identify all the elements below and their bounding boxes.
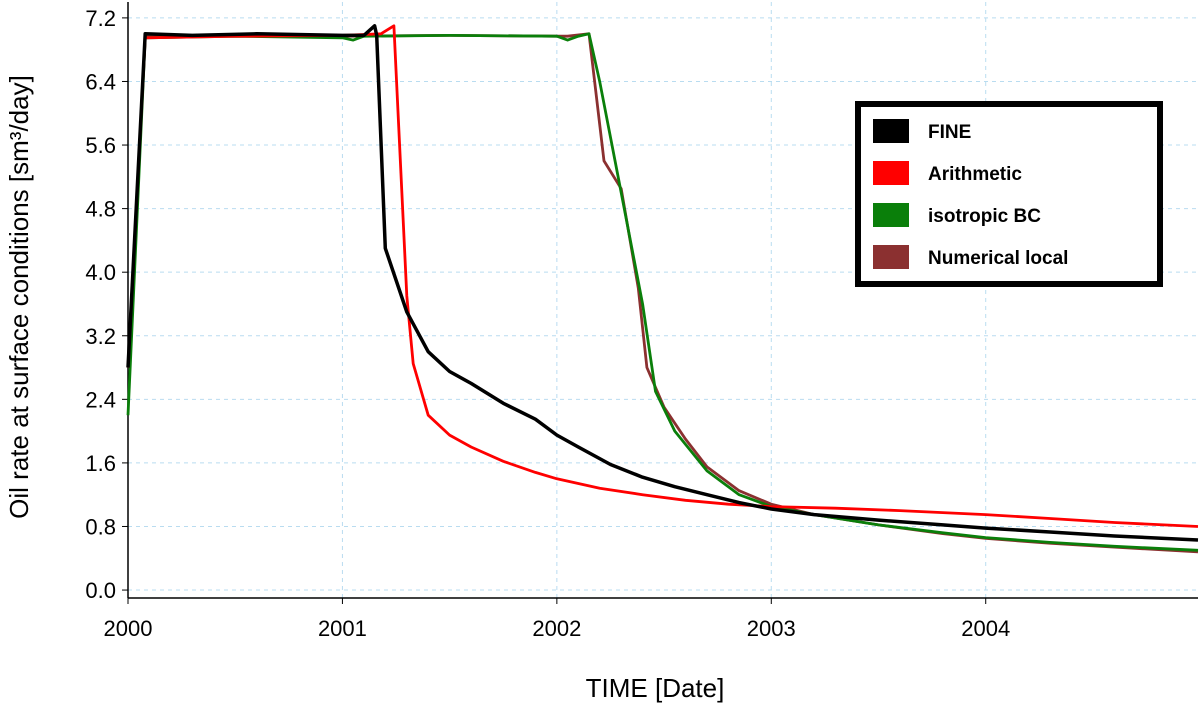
legend-swatch xyxy=(873,203,909,227)
y-tick-label: 0.0 xyxy=(85,578,116,603)
series-line-fine xyxy=(126,24,1199,542)
x-tick-label: 2001 xyxy=(318,616,367,641)
x-axis-title: TIME [Date] xyxy=(586,673,725,703)
tick-labels: 0.0 0.8 1.6 2.4 3.2 4.0 4.8 5.6 6.4 7.2 2000 2001 20… xyxy=(85,6,1010,641)
series-line-arithmetic xyxy=(126,24,1199,528)
legend-label: FINE xyxy=(928,122,971,143)
y-tick-label: 3.2 xyxy=(85,324,116,349)
y-tick-label: 1.6 xyxy=(85,451,116,476)
legend-swatch xyxy=(873,245,909,269)
legend-label: Arithmetic xyxy=(928,164,1022,185)
legend: FINE Arithmetic isotropic BC Numerical loca… xyxy=(855,101,1163,287)
legend-swatch xyxy=(873,119,909,143)
y-axis-title: Oil rate at surface conditions [sm³/day] xyxy=(4,75,34,519)
series-lines xyxy=(126,24,1199,554)
x-tick-label: 2003 xyxy=(747,616,796,641)
y-tick-label: 5.6 xyxy=(85,133,116,158)
legend-swatch xyxy=(873,161,909,185)
y-tick-label: 0.8 xyxy=(85,514,116,539)
x-tick-label: 2000 xyxy=(104,616,153,641)
y-tick-label: 7.2 xyxy=(85,6,116,31)
legend-label: Numerical local xyxy=(928,248,1068,269)
x-tick-label: 2002 xyxy=(532,616,581,641)
x-tick-label: 2004 xyxy=(961,616,1010,641)
legend-label: isotropic BC xyxy=(928,206,1041,227)
y-tick-label: 2.4 xyxy=(85,387,116,412)
y-tick-label: 6.4 xyxy=(85,69,116,94)
axes xyxy=(122,2,1198,604)
y-tick-label: 4.0 xyxy=(85,260,116,285)
series-line-isotropic-bc xyxy=(126,32,1199,552)
y-tick-label: 4.8 xyxy=(85,197,116,222)
